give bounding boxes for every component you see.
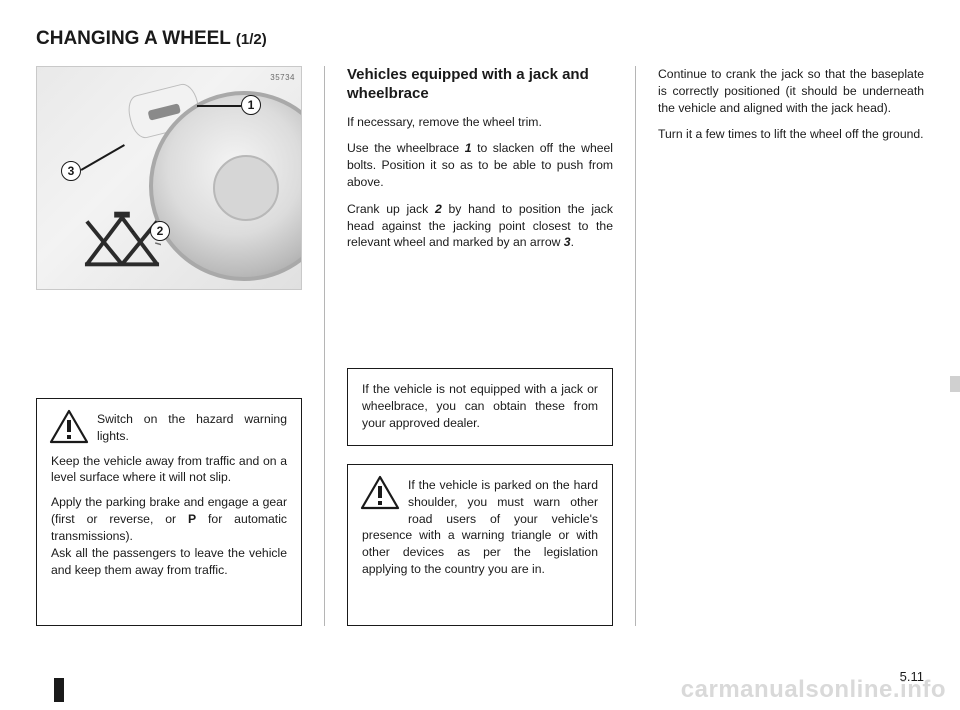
page-number: 5.11 [900, 669, 924, 684]
column-layout: 35734 1 [36, 66, 924, 626]
column-separator-2 [635, 66, 636, 626]
callout-lead-1 [197, 105, 241, 107]
illustration-ref: 35734 [270, 73, 295, 82]
callout-3: 3 [61, 161, 81, 181]
column-3: Continue to crank the jack so that the b… [658, 66, 924, 626]
warn-p3b: P [188, 512, 196, 526]
title-part: (1/2) [236, 31, 267, 48]
page-title: CHANGING A WHEEL (1/2) [36, 28, 924, 50]
col2-p3b: 2 [435, 202, 442, 216]
info-box-dealer: If the vehicle is not equipped with a ja… [347, 368, 613, 446]
col2-p3e: . [571, 235, 574, 249]
manual-page: CHANGING A WHEEL (1/2) 35734 [0, 0, 960, 710]
col2-p3a: Crank up jack [347, 202, 435, 216]
warning-triangle-icon [49, 409, 89, 445]
boot-crop-mark [54, 678, 64, 702]
column-1: 35734 1 [36, 66, 302, 626]
callout-lead-2 [132, 231, 134, 232]
warning-triangle-icon [360, 475, 400, 511]
scissor-jack-icon [83, 209, 161, 269]
callout-1: 1 [241, 95, 261, 115]
col2-p2: Use the wheelbrace 1 to slacken off the … [347, 140, 613, 190]
hard-shoulder-warning-box: If the vehicle is parked on the hard sho… [347, 464, 613, 626]
info-box-dealer-text: If the vehicle is not equipped with a ja… [362, 382, 598, 430]
edge-thumb-index [950, 0, 960, 710]
warn-p2: Keep the vehicle away from traffic and o… [51, 454, 287, 485]
col2-p3: Crank up jack 2 by hand to position the … [347, 201, 613, 251]
col2-p2a: Use the wheelbrace [347, 141, 465, 155]
thumb-mark [950, 376, 960, 392]
col2-p1: If necessary, remove the wheel trim. [347, 114, 613, 131]
callout-lead-3 [81, 144, 125, 170]
column-2: Vehicles equipped with a jack and wheelb… [347, 66, 613, 626]
column-separator-1 [324, 66, 325, 626]
title-main: CHANGING A WHEEL [36, 28, 236, 49]
wheel-change-illustration: 35734 1 [36, 66, 302, 290]
col2-p3d: 3 [564, 235, 571, 249]
col3-p1: Continue to crank the jack so that the b… [658, 66, 924, 116]
warn-p4: Ask all the passengers to leave the vehi… [51, 546, 287, 577]
safety-warning-box: Switch on the hazard warning lights. Kee… [36, 398, 302, 626]
col3-p2: Turn it a few times to lift the wheel of… [658, 126, 924, 143]
callout-2: 2 [150, 221, 170, 241]
warn-p1: Switch on the hazard warning lights. [97, 412, 287, 443]
section-heading: Vehicles equipped with a jack and wheelb… [347, 66, 613, 104]
